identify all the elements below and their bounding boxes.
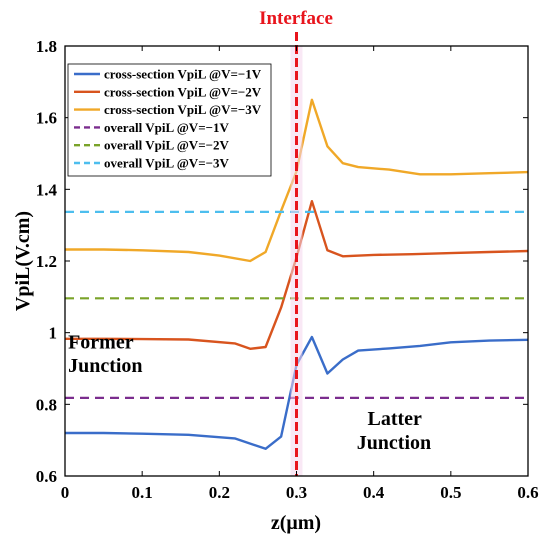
x-tick-label: 0.3	[286, 483, 307, 502]
y-tick-label: 0.6	[36, 467, 57, 486]
legend-box	[67, 63, 272, 177]
x-tick-label: 0.2	[209, 483, 230, 502]
annotation-text: Latter	[367, 408, 422, 430]
y-tick-label: 0.8	[36, 395, 57, 414]
legend-label-6: overall VpiL @V=−3V	[104, 156, 230, 171]
y-tick-label: 1.8	[36, 37, 57, 56]
x-tick-label: 0.6	[517, 483, 538, 502]
x-tick-label: 0.5	[440, 483, 461, 502]
legend: cross-section VpiL @V=−1V cross-section V…	[67, 63, 272, 177]
series-line-3	[65, 98, 529, 263]
x-tick-label: 0.4	[363, 483, 385, 502]
annotation-text: Former	[68, 331, 134, 353]
y-axis-title: VpiL(V.cm)	[12, 211, 34, 311]
y-tick-label: 1.4	[36, 180, 58, 199]
annotation-text: Junction	[68, 355, 142, 377]
x-tick-label: 0.1	[132, 483, 153, 502]
legend-label-3: cross-section VpiL @V=−3V	[104, 102, 262, 117]
y-tick-label: 1	[49, 324, 58, 343]
interface-label: Interface	[259, 8, 333, 29]
series-line-1	[65, 335, 529, 450]
legend-label-2: cross-section VpiL @V=−2V	[104, 84, 262, 99]
tick-layer: 0 0.1 0.2 0.3 0.4 0.5 0.6 0.6 0.8 1 1.2 1.4 1.6 1.8	[36, 37, 539, 502]
y-tick-label: 1.2	[36, 252, 57, 271]
legend-label-4: overall VpiL @V=−1V	[104, 120, 230, 135]
annotation-text: Junction	[357, 432, 431, 454]
legend-label-1: cross-section VpiL @V=−1V	[104, 67, 262, 82]
x-axis-title: z(μm)	[271, 512, 321, 534]
legend-label-5: overall VpiL @V=−2V	[104, 138, 230, 153]
interface-layer	[290, 32, 303, 476]
y-tick-label: 1.6	[36, 109, 57, 128]
x-tick-label: 0	[61, 483, 70, 502]
